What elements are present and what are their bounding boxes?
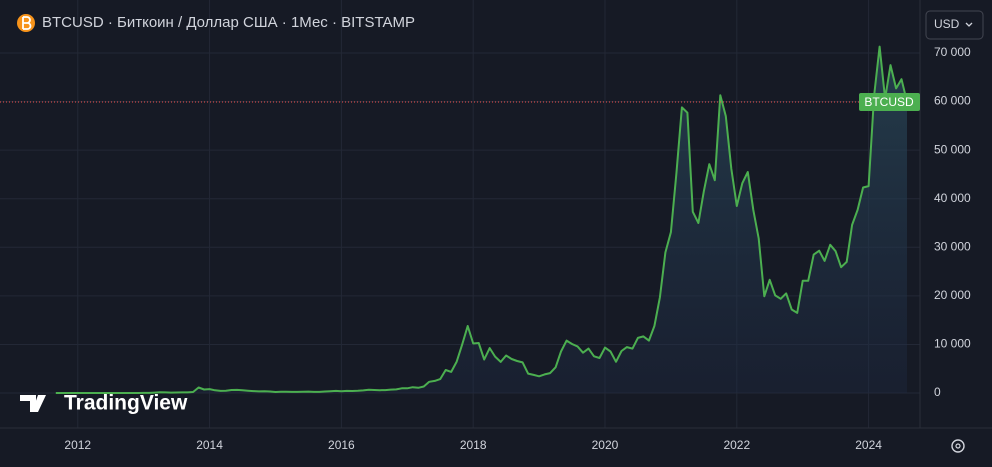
y-tick-label: 30 000 bbox=[934, 239, 971, 253]
line bbox=[55, 45, 908, 394]
y-tick-label: 20 000 bbox=[934, 288, 971, 302]
x-tick-label: 2014 bbox=[196, 438, 223, 452]
y-tick-label: 60 000 bbox=[934, 94, 971, 108]
price-tag bbox=[859, 93, 920, 112]
currency-button[interactable] bbox=[925, 10, 984, 40]
y-tick-label: 0 bbox=[934, 385, 941, 399]
x-tick-label: 2018 bbox=[460, 438, 487, 452]
x-tick-label: 2012 bbox=[64, 438, 91, 452]
y-tick-label: 40 000 bbox=[934, 191, 971, 205]
dropdown-arrow[interactable] bbox=[965, 22, 973, 27]
y-tick-label: 10 000 bbox=[934, 337, 971, 351]
x-tick-label: 2022 bbox=[723, 438, 750, 452]
x-tick-label: 2020 bbox=[592, 438, 619, 452]
y-tick-label: 70 000 bbox=[934, 45, 971, 59]
x-tick-label: 2024 bbox=[855, 438, 882, 452]
settings-icon[interactable] bbox=[955, 443, 961, 449]
price-tag-label: BTCUSD bbox=[864, 95, 914, 109]
x-tick-label: 2016 bbox=[328, 438, 355, 452]
bitcoin-icon-glyph bbox=[22, 16, 32, 30]
logo-mark bbox=[20, 395, 46, 412]
watermark: TradingView bbox=[64, 392, 188, 415]
settings-icon[interactable] bbox=[951, 439, 965, 453]
y-tick-label: 50 000 bbox=[934, 142, 971, 156]
currency-label[interactable]: USD bbox=[934, 17, 960, 31]
area bbox=[55, 46, 908, 394]
chart-title: BTCUSD · Биткоин / Доллар США · 1Мес · B… bbox=[42, 14, 415, 31]
